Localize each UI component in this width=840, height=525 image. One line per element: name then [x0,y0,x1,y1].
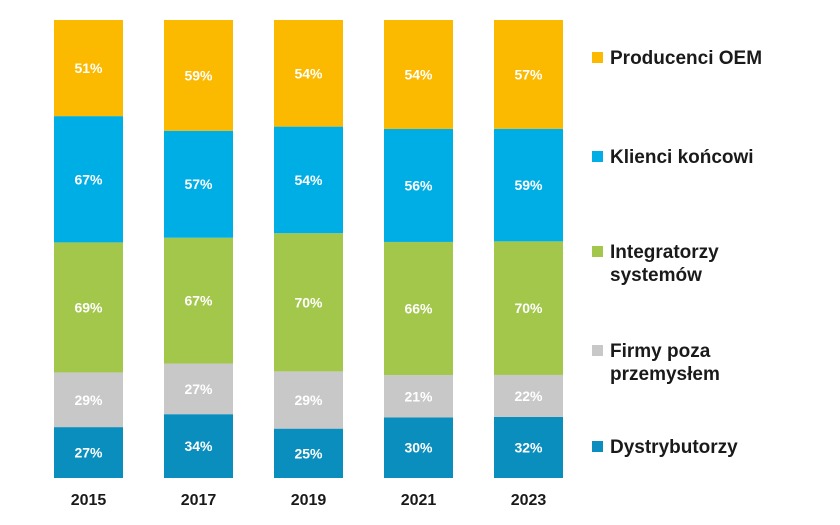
legend-label-dystrybutorzy: Dystrybutorzy [610,437,738,458]
data-label-2019-producenci-oem: 54% [294,65,323,81]
bar-2021-dystrybutorzy [384,417,453,478]
bars-group [54,20,563,478]
legend-item-producenci-oem: Producenci OEM [592,47,762,70]
data-label-2017-integratorzy-systemów: 67% [184,293,213,309]
data-label-2017-firmy-poza-przemysłem: 27% [184,381,213,397]
bar-2023-firmy-poza-przemysłem [494,374,563,417]
bar-2023-producenci-oem [494,20,563,129]
legend-label-firmy-poza-przemyslem: Firmy poza przemysłem [610,341,720,385]
data-label-2019-klienci-końcowi: 54% [294,172,323,188]
data-label-2021-producenci-oem: 54% [404,66,433,82]
data-label-2023-integratorzy-systemów: 70% [514,300,543,316]
data-label-2019-integratorzy-systemów: 70% [294,294,323,310]
bar-2023-klienci-końcowi [494,128,563,242]
legend-item-dystrybutorzy: Dystrybutorzy [592,436,738,459]
data-label-2019-firmy-poza-przemysłem: 29% [294,392,323,408]
legend-swatch-producenci-oem [592,52,603,63]
legend-swatch-dystrybutorzy [592,441,603,452]
x-tick-label-2017: 2017 [181,492,217,509]
bar-2021-integratorzy-systemów [384,241,453,376]
data-label-2017-dystrybutorzy: 34% [184,438,213,454]
data-label-2015-integratorzy-systemów: 69% [74,299,103,315]
data-label-2021-dystrybutorzy: 30% [404,440,433,456]
data-label-2023-dystrybutorzy: 32% [514,439,543,455]
data-label-2015-producenci-oem: 51% [74,60,103,76]
bar-2021-firmy-poza-przemysłem [384,375,453,418]
legend-label-producenci-oem: Producenci OEM [610,48,763,69]
bar-2019-dystrybutorzy [274,428,343,478]
x-tick-label-2021: 2021 [401,492,437,509]
legend-item-klienci-koncowi: Klienci końcowi [592,146,754,169]
data-label-2017-producenci-oem: 59% [184,67,213,83]
bar-2015-firmy-poza-przemysłem [54,372,123,428]
data-label-2015-klienci-końcowi: 67% [74,171,103,187]
data-label-2023-klienci-końcowi: 59% [514,177,543,193]
legend-swatch-klienci-koncowi [592,151,603,162]
bar-2019-klienci-końcowi [274,126,343,234]
legend-label-klienci-koncowi: Klienci końcowi [610,147,754,168]
legend-item-integratorzy-systemow: Integratorzy systemów [592,241,719,287]
x-tick-label-2023: 2023 [511,492,547,509]
bar-2019-firmy-poza-przemysłem [274,371,343,429]
bar-2021-klienci-końcowi [384,128,453,242]
segment-labels-group: 27% 29% 69% 67% 51% 34% 27% 67% 57% 59% 25% 29% 70% 5… [74,60,543,461]
data-label-2021-firmy-poza-przemysłem: 21% [404,388,433,404]
data-label-2015-firmy-poza-przemysłem: 29% [74,392,103,408]
bar-2017-klienci-końcowi [164,130,233,238]
legend-item-firmy-poza-przemyslem: Firmy poza przemysłem [592,340,720,386]
bar-2017-producenci-oem [164,20,233,131]
data-label-2023-firmy-poza-przemysłem: 22% [514,388,543,404]
data-label-2015-dystrybutorzy: 27% [74,445,103,461]
x-axis-ticks: 2015 2017 2019 2021 2023 [71,492,547,509]
bar-2015-producenci-oem [54,20,123,117]
bar-2019-integratorzy-systemów [274,233,343,372]
bar-2023-dystrybutorzy [494,416,563,478]
x-tick-label-2019: 2019 [291,492,327,509]
data-label-2017-klienci-końcowi: 57% [184,176,213,192]
bar-2017-firmy-poza-przemysłem [164,363,233,415]
legend-label-integratorzy-systemow: Integratorzy systemów [610,242,719,286]
bar-2019-producenci-oem [274,20,343,127]
bar-2017-dystrybutorzy [164,414,233,478]
legend-swatch-integratorzy-systemow [592,246,603,257]
data-label-2021-klienci-końcowi: 56% [404,177,433,193]
bar-2015-klienci-końcowi [54,116,123,243]
bar-2015-integratorzy-systemów [54,242,123,373]
x-tick-label-2015: 2015 [71,492,107,509]
data-label-2019-dystrybutorzy: 25% [294,445,323,461]
bar-2015-dystrybutorzy [54,427,123,478]
bar-2023-integratorzy-systemów [494,241,563,375]
data-label-2023-producenci-oem: 57% [514,66,543,82]
bar-2021-producenci-oem [384,20,453,129]
legend-swatch-firmy-poza-przemyslem [592,345,603,356]
data-label-2021-integratorzy-systemów: 66% [404,301,433,317]
bar-2017-integratorzy-systemów [164,237,233,364]
